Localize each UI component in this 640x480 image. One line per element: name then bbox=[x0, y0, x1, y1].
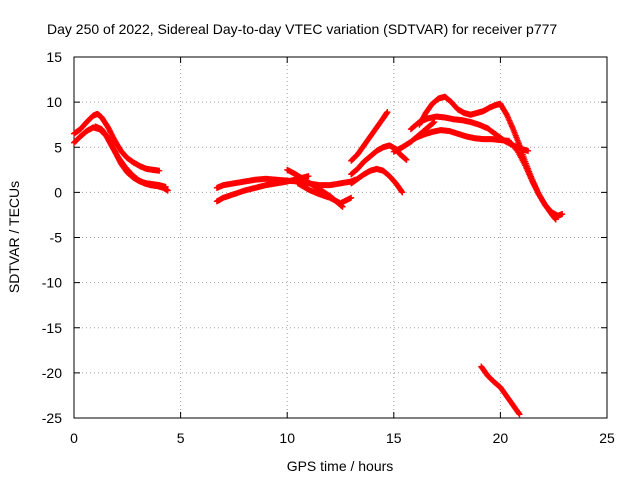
data-point bbox=[552, 216, 559, 223]
x-tick-label: 25 bbox=[599, 430, 615, 446]
data-point bbox=[305, 173, 312, 180]
series-arc-3c bbox=[348, 165, 406, 196]
grid bbox=[73, 56, 608, 419]
data-point bbox=[399, 189, 406, 196]
axis-ticks: 0 5 10 15 20 25 15 10 5 0 -5 -10 -15 -20 -25 bbox=[42, 49, 615, 446]
data-point bbox=[384, 109, 391, 116]
data-point bbox=[156, 167, 163, 174]
data-point bbox=[559, 211, 566, 218]
x-tick-label: 10 bbox=[279, 430, 295, 446]
data-point bbox=[403, 156, 410, 163]
series-arc-3a bbox=[348, 109, 391, 164]
series-arc-1c bbox=[92, 123, 169, 190]
chart-title: Day 250 of 2022, Sidereal Day-to-day VTE… bbox=[47, 21, 557, 37]
y-tick-label: -5 bbox=[50, 230, 63, 246]
y-tick-label: -15 bbox=[42, 320, 62, 336]
y-tick-label: 15 bbox=[46, 49, 62, 65]
x-tick-label: 15 bbox=[386, 430, 402, 446]
y-tick-label: 5 bbox=[54, 139, 62, 155]
data-point bbox=[162, 183, 169, 190]
series-arc-2b bbox=[213, 173, 312, 205]
x-tick-label: 20 bbox=[493, 430, 509, 446]
series-arc-2d bbox=[294, 180, 355, 207]
y-axis-label: SDTVAR / TECUs bbox=[6, 181, 22, 293]
x-tick-label: 0 bbox=[70, 430, 78, 446]
series-arc-1a bbox=[71, 110, 163, 174]
data-points bbox=[71, 93, 566, 418]
y-tick-label: -10 bbox=[42, 275, 62, 291]
series-arc-4e bbox=[505, 137, 559, 223]
y-tick-label: -25 bbox=[42, 410, 62, 426]
x-axis-label: GPS time / hours bbox=[287, 458, 394, 474]
data-point bbox=[164, 187, 171, 194]
x-tick-label: 5 bbox=[177, 430, 185, 446]
data-point bbox=[525, 147, 532, 154]
series-arc-4d bbox=[497, 100, 566, 219]
data-point bbox=[516, 411, 523, 418]
y-tick-label: 0 bbox=[54, 184, 62, 200]
y-tick-label: 10 bbox=[46, 94, 62, 110]
series-arc-5 bbox=[478, 363, 523, 418]
data-point bbox=[348, 194, 355, 201]
y-tick-label: -20 bbox=[42, 365, 62, 381]
plot-frame bbox=[73, 56, 608, 419]
